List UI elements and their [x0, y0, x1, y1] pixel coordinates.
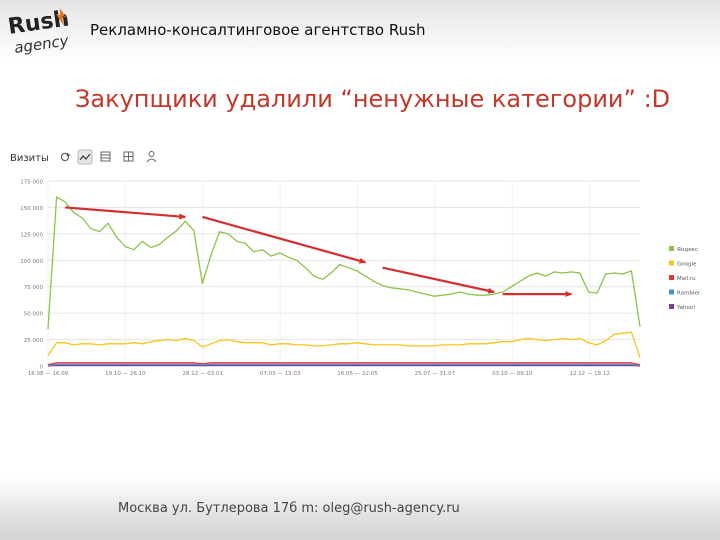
y-tick-label: 125 000 — [20, 232, 43, 238]
legend-swatch — [669, 246, 674, 251]
x-tick-label: 28.12 — 03.01 — [183, 371, 224, 377]
x-tick-label: 16.05 — 22.05 — [337, 371, 378, 377]
legend-label: Google — [677, 262, 697, 268]
x-axis-ticks: 16.08 — 16.09 19.10 — 26.10 28.12 — 03.01 0… — [28, 371, 610, 377]
x-tick-label: 25.07 — 31.07 — [415, 371, 456, 377]
header-band — [0, 0, 720, 62]
series-line — [47, 363, 641, 367]
visits-chart: Визиты 175 000 150 000 125 000 100 000 75 00… — [10, 149, 701, 377]
slide-title: Закупщики удалили “ненужные категории” :… — [75, 85, 671, 113]
grid-icon[interactable] — [123, 151, 134, 162]
legend-swatch — [669, 260, 674, 266]
y-tick-label: 50 000 — [24, 312, 44, 318]
agency-name: Рекламно-консалтинговое агентство Rush — [90, 21, 426, 39]
legend-swatch — [669, 275, 674, 280]
chart-series — [47, 196, 641, 367]
series-line — [47, 362, 641, 366]
chart-annotations — [65, 206, 573, 298]
legend-label: Яндекс — [677, 247, 698, 253]
refresh-icon[interactable] — [60, 152, 71, 162]
x-tick-label: 03.10 — 09.10 — [492, 371, 533, 377]
legend-label: Mail.ru — [677, 276, 696, 282]
y-tick-label: 100 000 — [20, 259, 43, 265]
x-tick-label: 19.10 — 26.10 — [105, 371, 146, 377]
trend-arrow — [202, 215, 367, 264]
chart-toolbar-label: Визиты — [10, 153, 49, 164]
trend-arrow — [65, 206, 187, 220]
y-tick-label: 25 000 — [24, 338, 44, 344]
trend-arrow — [382, 266, 496, 294]
legend-swatch — [669, 304, 674, 309]
flame-icon — [56, 8, 66, 26]
y-tick-label: 175 000 — [20, 180, 43, 186]
legend-swatch — [669, 289, 674, 295]
x-tick-label: 16.08 — 16.09 — [28, 371, 69, 377]
x-tick-label: 12.12 — 18.12 — [569, 371, 610, 377]
line-chart-icon[interactable] — [77, 149, 93, 165]
footer-address: Москва ул. Бутлерова 17б m: oleg@rush-ag… — [118, 501, 460, 516]
footer-band — [0, 478, 720, 540]
y-tick-label: 75 000 — [24, 285, 44, 291]
chart-legend: Яндекс Google Mail.ru Rambler Yahoo! — [669, 246, 701, 311]
y-tick-label: 0 — [40, 365, 44, 371]
legend-label: Yahoo! — [676, 305, 695, 311]
table-icon[interactable] — [100, 151, 111, 162]
y-axis-ticks: 175 000 150 000 125 000 100 000 75 000 50 000… — [20, 180, 43, 371]
y-tick-label: 150 000 — [20, 206, 43, 212]
visits-chart-panel: Визиты 175 000 150 000 125 000 100 000 75 00… — [8, 148, 713, 388]
x-tick-label: 07.03 — 13.03 — [260, 371, 301, 377]
legend-label: Rambler — [677, 291, 701, 297]
series-line — [47, 196, 641, 330]
user-icon[interactable] — [146, 151, 157, 163]
series-line — [47, 331, 641, 358]
rush-agency-logo: Rush agency — [6, 6, 70, 56]
